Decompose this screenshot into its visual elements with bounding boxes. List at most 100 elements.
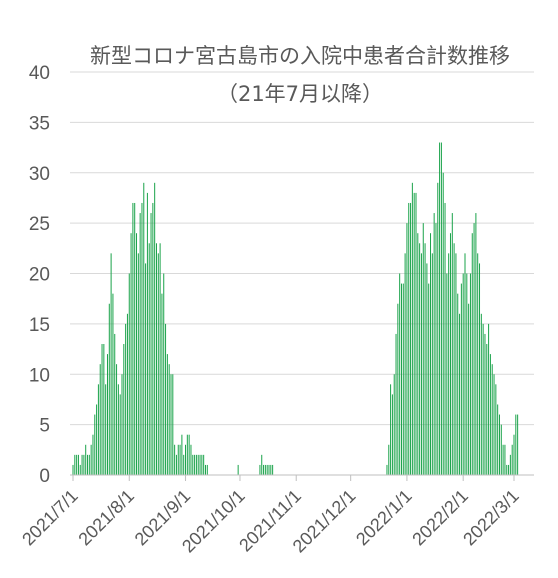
bar — [103, 344, 105, 475]
bar — [192, 454, 194, 475]
bar — [85, 444, 87, 475]
bar — [453, 243, 455, 475]
bar — [159, 243, 161, 475]
bar — [163, 273, 165, 475]
bar — [468, 303, 470, 475]
y-tick-label: 40 — [29, 63, 50, 84]
axes: 05101520253035402021/7/12021/8/12021/9/1… — [18, 63, 534, 556]
bar — [475, 213, 477, 476]
bar — [411, 182, 413, 475]
bar — [268, 464, 270, 475]
bar — [426, 263, 428, 475]
bar — [449, 233, 451, 475]
bar — [466, 273, 468, 475]
bar — [397, 303, 399, 475]
bar — [165, 323, 167, 476]
bar — [442, 172, 444, 475]
bar — [90, 444, 92, 475]
bar — [422, 223, 424, 476]
x-tick-label: 2022/3/1 — [459, 486, 523, 550]
bar — [106, 354, 108, 475]
bar — [455, 253, 457, 475]
bar — [272, 464, 274, 475]
bar — [457, 293, 459, 475]
bar — [77, 454, 79, 475]
gridlines — [70, 71, 534, 426]
bar — [87, 454, 89, 475]
bar — [459, 313, 461, 475]
bar — [513, 434, 515, 475]
bar — [509, 454, 511, 475]
bar — [148, 243, 150, 475]
bar — [424, 243, 426, 475]
x-tick-label: 2022/1/1 — [352, 486, 416, 550]
bar — [172, 374, 174, 475]
bar — [206, 464, 208, 475]
bar — [145, 263, 147, 475]
bar — [390, 384, 392, 475]
bar — [477, 253, 479, 475]
bar — [161, 293, 163, 475]
x-tick-label: 2021/7/1 — [18, 486, 82, 550]
bar — [194, 454, 196, 475]
bar — [386, 464, 388, 475]
bar — [428, 283, 430, 475]
bar — [415, 192, 417, 475]
bar — [108, 303, 110, 475]
bar — [143, 182, 145, 475]
bar — [484, 333, 486, 475]
bar — [126, 313, 128, 475]
bar — [420, 253, 422, 475]
bar — [479, 263, 481, 475]
bar — [203, 454, 205, 475]
bar — [197, 454, 199, 475]
bar — [495, 384, 497, 475]
bar — [444, 202, 446, 475]
bar — [155, 243, 157, 475]
bar — [266, 464, 268, 475]
bar — [137, 253, 139, 475]
bar — [408, 202, 410, 475]
bar — [502, 444, 504, 475]
bar — [388, 444, 390, 475]
bar — [437, 182, 439, 475]
bar — [201, 454, 203, 475]
bar — [136, 233, 138, 475]
bar — [179, 444, 181, 475]
bar — [190, 444, 192, 475]
bar — [183, 454, 185, 475]
bar — [74, 454, 76, 475]
bar — [471, 233, 473, 475]
bar — [112, 293, 114, 475]
bar — [504, 444, 506, 475]
bar — [402, 283, 404, 475]
bar — [464, 253, 466, 475]
bar — [81, 454, 83, 475]
bar — [83, 454, 85, 475]
bar — [141, 202, 143, 475]
bar — [261, 454, 263, 475]
bar — [482, 323, 484, 476]
bar — [473, 223, 475, 476]
bar — [185, 444, 187, 475]
bar — [448, 253, 450, 475]
bar — [489, 354, 491, 475]
bar — [128, 273, 130, 475]
bar — [92, 434, 94, 475]
bar — [76, 454, 78, 475]
bar — [480, 313, 482, 475]
bar — [486, 344, 488, 475]
bar — [121, 374, 123, 475]
bar — [96, 404, 98, 475]
bar — [451, 213, 453, 476]
bar — [119, 394, 121, 475]
bar — [168, 364, 170, 475]
bar — [139, 213, 141, 476]
bar — [114, 333, 116, 475]
bar — [506, 464, 508, 475]
bar — [195, 454, 197, 475]
bar — [391, 394, 393, 475]
bar — [460, 283, 462, 475]
bars — [72, 142, 519, 476]
